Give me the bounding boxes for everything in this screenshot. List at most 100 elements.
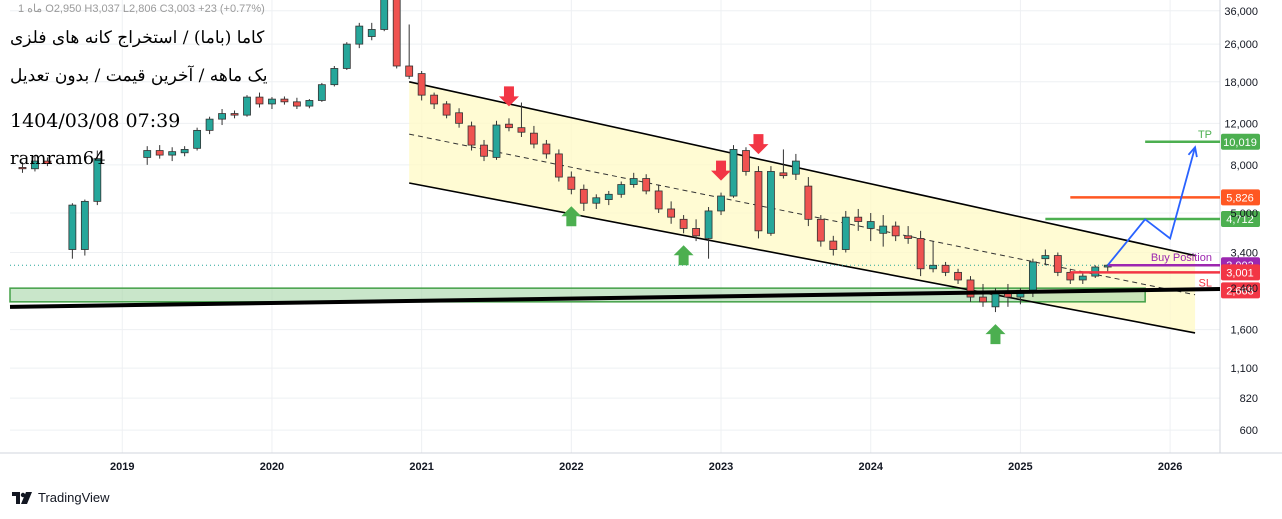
candle-body [767,171,775,234]
candle-body [1041,255,1050,260]
candle-body [143,150,152,158]
candle-body [80,200,89,250]
arrow-down-icon [711,160,732,181]
x-tick-label: 2020 [260,461,284,473]
candle [392,0,401,69]
candle [505,118,513,132]
candle [405,24,414,79]
tradingview-logo-icon [12,491,32,504]
candle-body [704,210,713,239]
candle [742,147,750,176]
candle-body [579,188,588,204]
candle [480,139,488,162]
candle [854,208,863,231]
candle [642,174,651,195]
candle-body [243,96,251,116]
candle-body [442,103,451,116]
arrow-down-icon [748,134,769,155]
candle [804,177,813,227]
candle-body [879,225,888,234]
footer-brand[interactable]: TradingView [12,490,110,505]
y-tick-label: 820 [1240,393,1258,405]
candle [729,145,738,198]
candle-body [679,218,688,229]
x-tick-label: 2024 [858,461,883,473]
candle [492,120,501,160]
candle [1078,272,1087,284]
candle-body [492,124,501,158]
candle-body [68,204,77,250]
price-level-name: TP [1198,129,1212,141]
candle-body [979,296,987,303]
arrow-up-icon [561,206,582,227]
candle-body [1028,261,1037,293]
price-tag-bg [1221,211,1260,228]
candle-body [966,279,975,298]
candle [205,116,214,135]
candle [941,261,950,277]
candle-body [93,158,102,202]
channel-mid-line [409,133,1196,296]
candle-body [954,271,962,281]
price-tag-label: 3,001 [1226,267,1254,279]
y-tick-label: 36,000 [1224,6,1258,18]
candle-body [629,178,638,185]
y-tick-label: 1,100 [1230,363,1258,375]
candle [567,171,576,195]
candle-body [654,190,663,210]
candle [841,210,850,253]
chart-author: ramram64 [10,148,106,169]
candle [779,149,788,179]
candle-body [455,112,463,124]
candle-body [554,153,563,178]
ohlc-readout: 1 ماه O2,950 H3,037 L2,806 C3,003 +23 (+… [18,3,265,15]
candle-body [841,216,850,250]
candle-body [791,160,800,175]
candle [280,96,289,105]
candle-body [866,221,875,229]
candle-body [155,150,164,156]
candle-body [530,132,538,145]
candle [43,157,52,167]
candle [93,150,102,206]
candle [268,97,276,109]
candle [417,70,426,101]
candle-body [218,113,226,120]
candle [592,194,601,209]
support-zone [9,287,1146,303]
long-trend-line [9,287,1221,309]
x-tick-label: 2023 [709,461,733,473]
arrow-down-icon [498,86,519,107]
candle [455,108,463,128]
candle-body [891,225,900,237]
candle [80,199,89,256]
candle-body [567,176,576,190]
candle [866,212,875,242]
candle-body [854,216,863,222]
x-tick-label: 2026 [1158,461,1182,473]
candle-body [193,129,202,149]
candle [530,125,538,149]
projection-path [1107,147,1196,266]
candle [929,241,937,273]
x-tick-label: 2021 [409,461,433,473]
candle [966,276,975,302]
candle-body [517,127,526,133]
candle [891,221,900,242]
y-tick-label: 12,000 [1224,118,1258,130]
candle [305,99,314,109]
candle [18,162,27,173]
candle [604,190,613,206]
candle [579,184,588,211]
candle [180,146,189,157]
candle [342,42,351,70]
y-tick-label: 5,000 [1230,208,1258,220]
candle [517,102,526,137]
candle-body [692,228,700,237]
candle [954,268,962,284]
candle [31,155,39,172]
y-tick-label: 2,400 [1230,283,1258,295]
candle-body [991,292,1000,308]
